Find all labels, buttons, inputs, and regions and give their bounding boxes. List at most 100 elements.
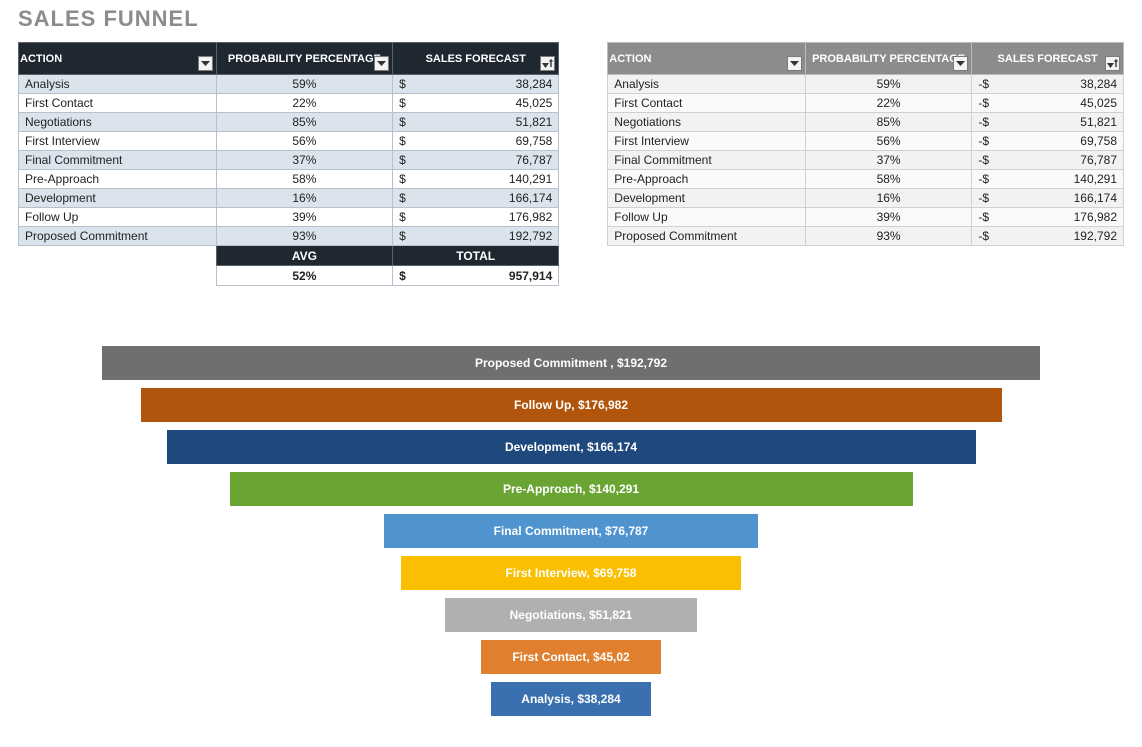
col-forecast-label: SALES FORECAST <box>998 53 1098 65</box>
cell-forecast: $ 192,792 <box>393 227 559 246</box>
cell-amount: 166,174 <box>509 189 552 207</box>
cell-currency: -$ <box>978 75 989 93</box>
cell-prob: 22% <box>805 94 972 113</box>
cell-currency: -$ <box>978 113 989 131</box>
cell-currency: -$ <box>978 189 989 207</box>
cell-action: Analysis <box>19 75 217 94</box>
table-row: First Contact 22% $ 45,025 <box>19 94 559 113</box>
col-action-label: ACTION <box>20 53 62 65</box>
cell-currency: -$ <box>978 227 989 245</box>
dropdown-icon[interactable] <box>953 56 968 71</box>
total-header: TOTAL <box>393 246 559 266</box>
funnel-bar: Negotiations, $51,821 <box>445 598 697 632</box>
cell-forecast: $ 140,291 <box>393 170 559 189</box>
cell-forecast: -$ 192,792 <box>972 227 1124 246</box>
col-prob-label: PROBABILITY PERCENTAGE <box>812 53 965 65</box>
cell-action: First Interview <box>608 132 806 151</box>
cell-action: Proposed Commitment <box>608 227 806 246</box>
cell-prob: 93% <box>805 227 972 246</box>
cell-currency: -$ <box>978 132 989 150</box>
cell-amount: 192,792 <box>1074 227 1117 245</box>
cell-amount: 51,821 <box>516 113 553 131</box>
funnel-bar-label: Analysis, $38,284 <box>521 692 620 706</box>
col-forecast-header: SALES FORECAST <box>972 43 1124 75</box>
cell-action: Development <box>19 189 217 208</box>
cell-amount: 176,982 <box>509 208 552 226</box>
table-row: First Interview 56% -$ 69,758 <box>608 132 1124 151</box>
cell-prob: 37% <box>216 151 392 170</box>
cell-amount: 69,758 <box>516 132 553 150</box>
cell-prob: 58% <box>216 170 392 189</box>
cell-prob: 56% <box>216 132 392 151</box>
cell-currency: $ <box>399 132 406 150</box>
total-currency: $ <box>399 267 406 285</box>
table-row: Negotiations 85% $ 51,821 <box>19 113 559 132</box>
cell-amount: 51,821 <box>1080 113 1117 131</box>
table-row: First Interview 56% $ 69,758 <box>19 132 559 151</box>
cell-action: First Interview <box>19 132 217 151</box>
cell-forecast: -$ 176,982 <box>972 208 1124 227</box>
col-action-header: ACTION <box>19 43 217 75</box>
funnel-bar: Analysis, $38,284 <box>491 682 651 716</box>
cell-prob: 85% <box>805 113 972 132</box>
dropdown-icon[interactable] <box>787 56 802 71</box>
table-row: Proposed Commitment 93% -$ 192,792 <box>608 227 1124 246</box>
table-row: Analysis 59% -$ 38,284 <box>608 75 1124 94</box>
table-row: Pre-Approach 58% -$ 140,291 <box>608 170 1124 189</box>
cell-amount: 38,284 <box>1080 75 1117 93</box>
total-amount: 957,914 <box>509 267 552 285</box>
cell-amount: 140,291 <box>1074 170 1117 188</box>
sort-asc-icon[interactable] <box>540 56 555 71</box>
cell-amount: 192,792 <box>509 227 552 245</box>
footer-value-row: 52% $ 957,914 <box>19 266 559 286</box>
funnel-bar: Development, $166,174 <box>167 430 976 464</box>
cell-forecast: -$ 45,025 <box>972 94 1124 113</box>
table-row: Development 16% $ 166,174 <box>19 189 559 208</box>
cell-currency: $ <box>399 94 406 112</box>
table-header-row: ACTION PROBABILITY PERCENTAGE SALES FORE… <box>19 43 559 75</box>
cell-currency: $ <box>399 227 406 245</box>
cell-currency: -$ <box>978 94 989 112</box>
table-row: Development 16% -$ 166,174 <box>608 189 1124 208</box>
cell-amount: 76,787 <box>516 151 553 169</box>
dropdown-icon[interactable] <box>374 56 389 71</box>
cell-amount: 38,284 <box>516 75 553 93</box>
cell-action: First Contact <box>19 94 217 113</box>
cell-amount: 45,025 <box>1080 94 1117 112</box>
cell-forecast: -$ 140,291 <box>972 170 1124 189</box>
funnel-bar-label: First Interview, $69,758 <box>506 566 637 580</box>
cell-action: Final Commitment <box>19 151 217 170</box>
table-row: Negotiations 85% -$ 51,821 <box>608 113 1124 132</box>
col-prob-label: PROBABILITY PERCENTAGE <box>228 53 381 65</box>
avg-header: AVG <box>216 246 392 266</box>
table-row: Pre-Approach 58% $ 140,291 <box>19 170 559 189</box>
footer-header-row: AVG TOTAL <box>19 246 559 266</box>
cell-amount: 166,174 <box>1074 189 1117 207</box>
cell-amount: 140,291 <box>509 170 552 188</box>
cell-currency: $ <box>399 208 406 226</box>
sort-asc-icon[interactable] <box>1105 56 1120 71</box>
cell-prob: 22% <box>216 94 392 113</box>
funnel-bar-label: Final Commitment, $76,787 <box>494 524 649 538</box>
total-value: $ 957,914 <box>393 266 559 286</box>
cell-forecast: -$ 51,821 <box>972 113 1124 132</box>
col-action-label: ACTION <box>609 53 651 65</box>
cell-action: Negotiations <box>608 113 806 132</box>
table-row: Analysis 59% $ 38,284 <box>19 75 559 94</box>
cell-action: Follow Up <box>608 208 806 227</box>
table-header-row: ACTION PROBABILITY PERCENTAGE SALES FORE… <box>608 43 1124 75</box>
cell-prob: 39% <box>216 208 392 227</box>
table-row: Final Commitment 37% -$ 76,787 <box>608 151 1124 170</box>
cell-amount: 45,025 <box>516 94 553 112</box>
funnel-bar-label: Negotiations, $51,821 <box>510 608 633 622</box>
dropdown-icon[interactable] <box>198 56 213 71</box>
cell-action: Follow Up <box>19 208 217 227</box>
cell-prob: 56% <box>805 132 972 151</box>
cell-prob: 39% <box>805 208 972 227</box>
cell-currency: $ <box>399 170 406 188</box>
funnel-bar: First Contact, $45,02 <box>481 640 661 674</box>
cell-action: First Contact <box>608 94 806 113</box>
cell-prob: 93% <box>216 227 392 246</box>
cell-amount: 176,982 <box>1074 208 1117 226</box>
cell-amount: 69,758 <box>1080 132 1117 150</box>
